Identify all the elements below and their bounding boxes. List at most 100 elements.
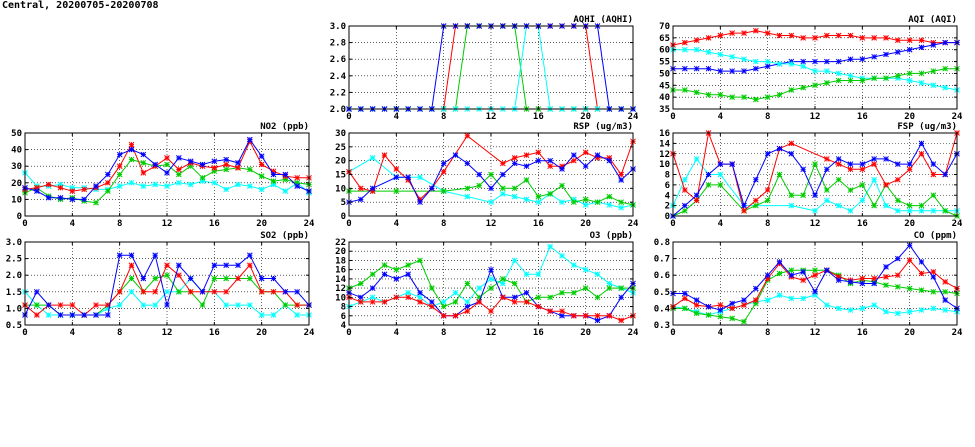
data-point-blue xyxy=(45,194,52,201)
data-point-red xyxy=(906,37,913,44)
data-point-blue xyxy=(116,252,123,259)
data-point-cyan xyxy=(741,56,747,63)
x-tick-label: 8 xyxy=(117,328,122,338)
data-point-red xyxy=(705,35,712,41)
data-point-blue xyxy=(752,65,759,72)
data-point-cyan xyxy=(258,186,265,193)
data-point-red xyxy=(381,299,388,305)
data-point-red xyxy=(847,32,854,39)
data-point-blue xyxy=(93,312,99,318)
data-point-red xyxy=(258,161,265,168)
data-point-cyan xyxy=(582,202,589,208)
x-tick-label: 20 xyxy=(580,328,591,338)
data-point-red xyxy=(246,262,253,269)
data-point-green xyxy=(440,303,447,310)
data-point-blue xyxy=(488,266,494,273)
data-point-cyan xyxy=(942,307,949,313)
chart-aqhi: 0 4 8 12 16 20 24 2.0 2.2 2.4 2.6 2.8 3.0 AQHI (AQHI) xyxy=(330,15,639,122)
y-tick-label: 3.0 xyxy=(6,238,22,248)
data-point-cyan xyxy=(681,176,688,183)
data-point-blue xyxy=(128,252,135,259)
x-tick-label: 0 xyxy=(670,112,675,122)
data-point-cyan xyxy=(140,183,147,189)
data-point-red xyxy=(800,35,807,41)
data-point-cyan xyxy=(918,307,925,313)
data-point-blue xyxy=(894,161,901,167)
data-point-blue xyxy=(104,171,111,178)
data-point-blue xyxy=(428,185,435,192)
y-tick-label: 0.5 xyxy=(6,321,22,331)
data-point-red xyxy=(618,171,625,178)
data-point-green xyxy=(116,171,123,178)
data-point-green xyxy=(859,77,866,84)
data-point-blue xyxy=(294,288,301,295)
data-point-blue xyxy=(693,297,700,303)
y-tick-label: 8 xyxy=(665,171,670,181)
x-tick-label: 16 xyxy=(209,328,220,338)
data-point-red xyxy=(764,30,771,36)
y-tick-label: 5 xyxy=(341,198,346,208)
data-point-green xyxy=(918,70,925,77)
data-point-blue xyxy=(140,151,147,158)
x-tick-label: 24 xyxy=(952,112,963,122)
data-point-blue xyxy=(847,161,854,167)
data-point-cyan xyxy=(128,288,135,295)
data-point-blue xyxy=(693,192,700,199)
data-point-cyan xyxy=(175,179,182,186)
data-point-blue xyxy=(258,275,265,282)
data-point-blue xyxy=(357,196,364,203)
data-point-red xyxy=(847,166,854,173)
y-tick-label: 70 xyxy=(659,22,670,32)
data-point-green xyxy=(693,310,700,317)
data-point-blue xyxy=(570,152,577,158)
data-point-blue xyxy=(488,185,494,192)
data-point-blue xyxy=(81,196,88,203)
chart-title: NO2 (ppb) xyxy=(260,122,309,132)
data-point-red xyxy=(871,275,878,282)
data-point-green xyxy=(918,202,925,209)
data-point-red xyxy=(693,197,700,204)
y-tick-label: 10 xyxy=(335,184,346,194)
data-point-cyan xyxy=(535,199,542,206)
data-point-green xyxy=(800,192,807,199)
data-point-red xyxy=(211,288,218,295)
x-tick-label: 12 xyxy=(486,328,497,338)
data-point-red xyxy=(835,32,842,39)
data-point-red xyxy=(81,186,88,193)
data-point-green xyxy=(511,280,518,287)
data-point-red xyxy=(440,312,447,319)
data-point-red xyxy=(871,35,878,41)
data-point-blue xyxy=(681,290,688,297)
x-tick-label: 0 xyxy=(22,328,27,338)
data-point-blue xyxy=(729,68,736,74)
data-point-green xyxy=(594,199,601,206)
chart-title: FSP (ug/m3) xyxy=(897,122,957,132)
data-point-blue xyxy=(33,188,40,194)
data-point-red xyxy=(357,299,364,305)
data-point-green xyxy=(464,185,471,192)
data-point-red xyxy=(570,312,577,319)
data-point-blue xyxy=(187,158,194,165)
data-point-blue xyxy=(116,151,123,158)
data-point-cyan xyxy=(942,84,949,91)
data-point-green xyxy=(499,276,506,282)
data-point-blue xyxy=(776,259,783,265)
data-point-red xyxy=(116,163,123,170)
data-point-blue xyxy=(33,288,40,295)
data-point-green xyxy=(906,285,913,292)
data-point-red xyxy=(476,299,483,305)
data-point-red xyxy=(57,184,64,191)
data-point-red xyxy=(440,168,447,175)
data-point-blue xyxy=(523,289,530,296)
data-point-cyan xyxy=(717,171,724,178)
data-point-green xyxy=(417,257,423,264)
y-tick-label: 14 xyxy=(335,275,346,285)
data-point-cyan xyxy=(511,257,518,264)
data-point-cyan xyxy=(918,207,925,214)
data-point-green xyxy=(741,94,747,100)
data-point-cyan xyxy=(906,77,913,84)
x-tick-label: 8 xyxy=(441,328,446,338)
data-point-red xyxy=(235,165,241,171)
data-point-blue xyxy=(705,65,712,72)
